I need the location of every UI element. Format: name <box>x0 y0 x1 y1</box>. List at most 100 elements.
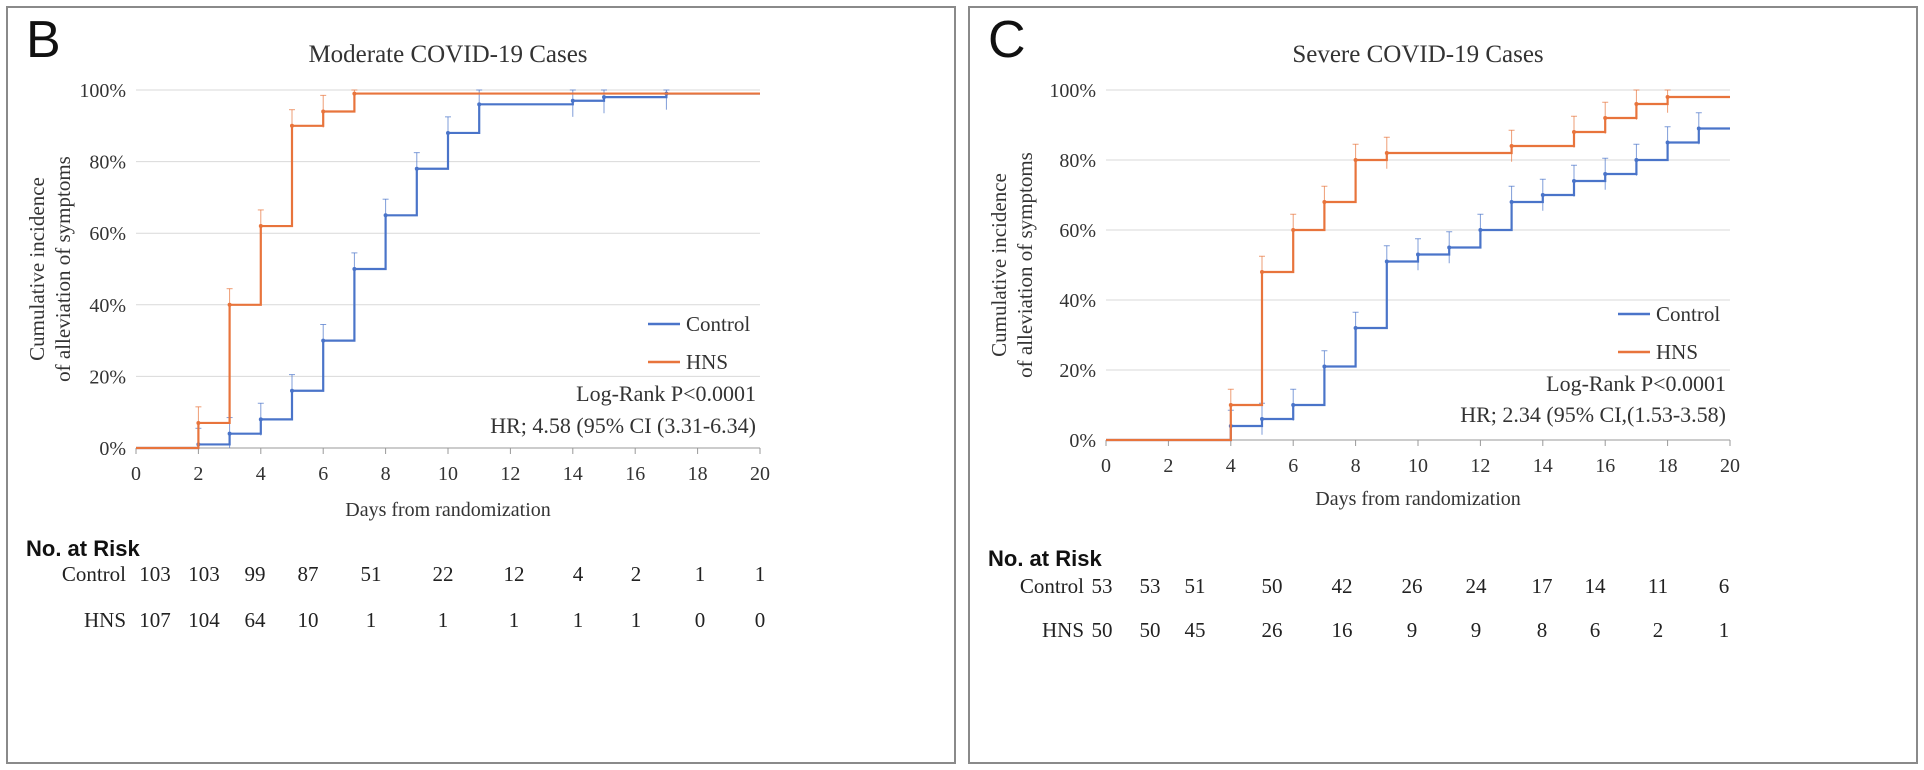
x-tick-label: 0 <box>1101 455 1111 477</box>
y-tick-label: 20% <box>89 366 126 388</box>
data-point <box>1291 228 1296 232</box>
km-chart-severe: 0% 20% 40% 60% 80% 100% 0 2 4 6 8 10 12 14 16 18 20 Sever… <box>987 41 1740 510</box>
x-tick-label: 18 <box>688 463 708 485</box>
data-point <box>1384 151 1389 155</box>
data-point <box>1260 270 1264 274</box>
y-tick-label: 80% <box>89 152 126 174</box>
stat-annotation: HR; 2.34 (95% CI,(1.53-3.58) <box>1460 402 1726 427</box>
stat-annotation: HR; 4.58 (95% CI (3.31-6.34) <box>490 413 756 438</box>
data-point <box>1384 259 1389 264</box>
chart-title: Moderate COVID-19 Cases <box>308 41 587 68</box>
x-tick-label: 8 <box>381 463 391 485</box>
x-tick-label: 10 <box>1408 455 1428 477</box>
data-point <box>258 224 263 229</box>
y-tick-label: 20% <box>1059 360 1096 382</box>
data-point <box>1603 172 1608 176</box>
x-tick-label: 4 <box>1226 455 1236 477</box>
x-tick-label: 0 <box>131 463 141 485</box>
data-point <box>1634 102 1639 106</box>
x-tick-label: 16 <box>1595 455 1615 477</box>
data-point <box>227 431 232 436</box>
data-point <box>602 95 606 100</box>
y-tick-label: 80% <box>1059 150 1096 172</box>
x-tick-label: 14 <box>563 463 583 485</box>
data-point <box>1322 364 1327 369</box>
data-point <box>414 166 419 171</box>
y-tick-label: 60% <box>1059 220 1096 242</box>
legend-label-control: Control <box>1656 302 1720 326</box>
data-point <box>1228 403 1233 407</box>
legend-label-hns: HNS <box>686 350 728 374</box>
series-hns <box>1106 89 1730 442</box>
data-point <box>1665 140 1670 145</box>
x-tick-label: 6 <box>318 463 328 485</box>
data-point <box>570 98 575 103</box>
panel-letter: B <box>26 11 61 69</box>
data-point <box>196 420 201 425</box>
data-point <box>446 130 450 135</box>
y-tick-label: 100% <box>79 80 126 102</box>
data-point <box>352 91 357 96</box>
data-point <box>290 388 294 393</box>
series-hns <box>136 89 760 450</box>
y-tick-label: 0% <box>1069 430 1096 452</box>
y-tick-label: 60% <box>89 223 126 245</box>
y-tick-label: 0% <box>99 438 126 460</box>
x-tick-label: 16 <box>625 463 645 485</box>
x-tick-label: 4 <box>256 463 266 485</box>
data-point <box>1353 158 1358 162</box>
stat-annotation: Log-Rank P<0.0001 <box>1546 371 1726 396</box>
data-point <box>477 102 482 107</box>
data-point <box>1572 179 1576 183</box>
data-point <box>1634 158 1639 162</box>
km-chart-moderate: 0% 20% 40% 60% 80% 100% 0 2 4 6 8 10 12 14 16 18 20 Moder… <box>25 41 770 521</box>
chart-title: Severe COVID-19 Cases <box>1292 41 1543 68</box>
series-line-hns <box>136 92 760 450</box>
data-point <box>321 338 326 343</box>
panel-letter: C <box>988 11 1026 69</box>
x-tick-label: 10 <box>438 463 458 485</box>
x-tick-label: 20 <box>1720 455 1740 477</box>
data-point <box>1260 417 1264 421</box>
data-point <box>1322 200 1327 204</box>
y-axis-label: Cumulative incidence <box>987 173 1011 357</box>
data-point <box>258 417 263 422</box>
data-point <box>1291 403 1296 407</box>
x-tick-label: 6 <box>1288 455 1298 477</box>
data-point <box>1447 245 1452 250</box>
data-point <box>1572 130 1576 134</box>
data-point <box>1603 116 1608 120</box>
data-point <box>1540 193 1545 197</box>
data-point <box>1416 252 1420 257</box>
stat-annotation: Log-Rank P<0.0001 <box>576 381 756 406</box>
data-point <box>1509 144 1514 148</box>
data-point <box>321 109 326 114</box>
x-tick-label: 14 <box>1533 455 1553 477</box>
series-line-control <box>136 92 760 450</box>
series-control <box>1106 112 1730 442</box>
panel-c: C 0% 20% 40% 60% 80% 100% 0 2 4 6 8 10 12 14 16 18 20 Sev… <box>968 6 1918 764</box>
data-point <box>1696 126 1701 131</box>
data-point <box>1353 326 1358 330</box>
x-tick-label: 2 <box>193 463 203 485</box>
x-tick-label: 2 <box>1163 455 1173 477</box>
x-tick-label: 8 <box>1351 455 1361 477</box>
panel-b: B 0% 20% 40% 60% 80% 100% 0 2 4 6 8 10 12 14 16 18 20 Mod… <box>6 6 956 764</box>
x-tick-label: 12 <box>1470 455 1490 477</box>
data-point <box>1478 228 1483 232</box>
x-tick-label: 12 <box>500 463 520 485</box>
y-axis-label: of alleviation of symptoms <box>1013 152 1037 378</box>
x-tick-label: 20 <box>750 463 770 485</box>
data-point <box>290 123 294 128</box>
data-point <box>383 213 388 218</box>
x-tick-label: 18 <box>1658 455 1678 477</box>
data-point <box>352 267 357 271</box>
y-axis-label: Cumulative incidence <box>25 177 49 361</box>
y-tick-label: 100% <box>1049 80 1096 102</box>
y-tick-label: 40% <box>89 295 126 317</box>
legend-label-hns: HNS <box>1656 340 1698 364</box>
data-point <box>1509 200 1514 204</box>
legend-label-control: Control <box>686 312 750 336</box>
x-axis-label: Days from randomization <box>1315 488 1521 510</box>
y-tick-label: 40% <box>1059 290 1096 312</box>
